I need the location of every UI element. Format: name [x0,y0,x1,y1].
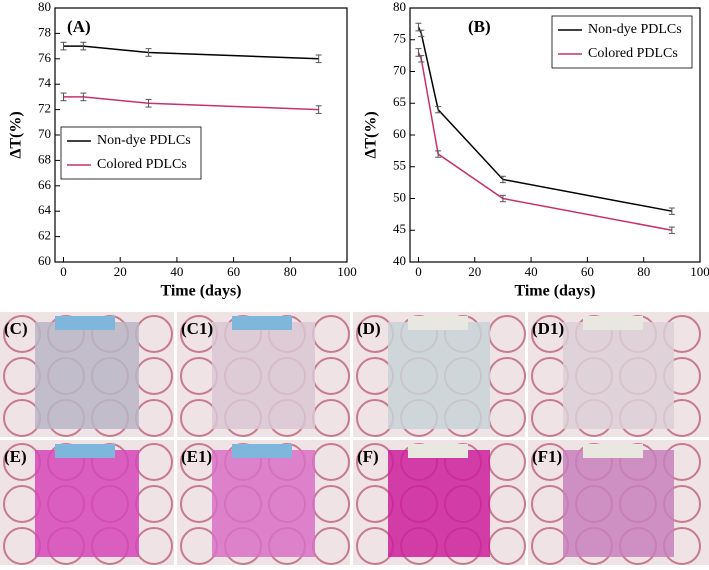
photo-sample [563,450,674,557]
y-tick-label: 70 [393,62,406,77]
x-tick-label: 20 [468,264,481,279]
x-tick-label: 40 [525,264,538,279]
error-bar [418,55,425,63]
error-bar [668,207,675,215]
y-tick-label: 50 [393,189,406,204]
error-bar [60,41,67,51]
error-bar [415,22,422,32]
y-tick-label: 62 [38,228,51,243]
x-tick-label: 80 [284,264,297,279]
photo-tag [55,444,115,458]
photo-tag [408,444,468,458]
error-bar [418,29,425,38]
photo-sample [35,450,139,557]
legend-label: Colored PDLCs [97,157,187,172]
photo-label: (E1) [181,447,212,466]
error-bar [145,48,152,57]
x-axis-label: Time (days) [160,283,241,300]
photo-label: (F) [357,447,379,466]
y-tick-label: 64 [38,202,52,217]
panel-label: (A) [67,17,91,36]
photo-sample [212,322,315,429]
x-tick-label: 100 [690,264,709,279]
error-bar [80,92,87,102]
photo-label: (C) [4,319,28,338]
y-tick-label: 78 [38,24,51,39]
series-line [63,45,319,60]
error-bar [499,194,506,203]
photo-label: (F1) [532,447,562,466]
legend-label: Non-dye PDLCs [588,22,682,37]
x-tick-label: 0 [60,264,67,279]
photo-tag [232,444,292,458]
y-tick-label: 75 [393,31,406,46]
y-tick-label: 80 [393,0,406,14]
photo-tag [408,316,468,330]
error-bar [435,150,442,158]
y-tick-label: 65 [393,94,406,109]
x-tick-label: 0 [415,264,422,279]
x-tick-label: 60 [227,264,240,279]
photo-tag [583,316,643,330]
panel-label: (B) [468,17,491,36]
error-bar [499,175,506,184]
y-tick-label: 76 [38,50,52,65]
y-tick-label: 80 [38,0,51,14]
y-axis-label: ΔT(%) [8,111,25,158]
x-tick-label: 40 [170,264,183,279]
x-tick-label: 100 [337,264,357,279]
x-tick-label: 80 [637,264,650,279]
legend-label: Colored PDLCs [588,46,678,61]
y-tick-label: 55 [393,158,406,173]
y-tick-label: 60 [393,126,406,141]
y-tick-label: 40 [393,253,406,268]
error-bar [60,92,67,102]
photo-sample [563,322,674,429]
y-tick-label: 66 [38,177,52,192]
series-line [63,96,319,111]
x-axis-label: Time (days) [514,283,595,300]
error-bar [668,226,675,234]
legend-box [60,126,202,180]
photo-tag [583,444,643,458]
photo-label: (D) [357,319,381,338]
photo-tag [232,316,292,330]
y-tick-label: 68 [38,151,51,166]
photo-sample [35,322,139,429]
photo-tag [55,316,115,330]
photo-sample [388,450,490,557]
y-tick-label: 72 [38,101,51,116]
error-bar [435,105,442,114]
error-bar [315,105,322,114]
y-tick-label: 60 [38,253,51,268]
error-bar [415,48,422,57]
y-axis-label: ΔT(%) [363,111,380,158]
photo-label: (E) [4,447,27,466]
y-tick-label: 70 [38,126,51,141]
error-bar [80,41,87,51]
photo-label: (D1) [532,319,564,338]
photo-sample [388,322,490,429]
photo-label: (C1) [181,319,213,338]
legend-box [551,15,693,69]
x-tick-label: 20 [114,264,127,279]
error-bar [145,98,152,108]
y-tick-label: 45 [393,221,406,236]
y-tick-label: 74 [38,75,52,90]
x-tick-label: 60 [581,264,594,279]
legend-label: Non-dye PDLCs [97,133,191,148]
error-bar [315,54,322,64]
photo-sample [212,450,315,557]
